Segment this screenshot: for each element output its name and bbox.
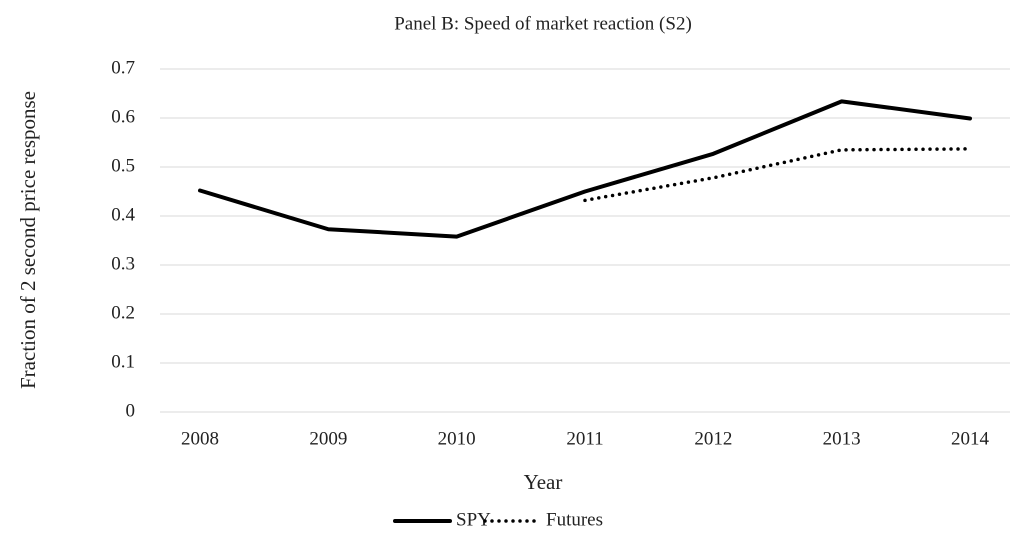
x-axis-label: Year: [524, 470, 563, 494]
legend-label: Futures: [546, 509, 603, 530]
x-tick-label: 2013: [823, 428, 861, 449]
x-tick-label: 2011: [566, 428, 603, 449]
y-tick-label: 0.4: [111, 204, 135, 225]
chart-title: Panel B: Speed of market reaction (S2): [394, 13, 692, 34]
y-tick-label: 0.6: [111, 106, 135, 127]
x-tick-label: 2010: [438, 428, 476, 449]
x-tick-label: 2009: [309, 428, 347, 449]
y-tick-label: 0.2: [111, 302, 135, 323]
line-series: [198, 99, 972, 239]
legend-label: SPY: [456, 509, 491, 530]
y-axis-label: Fraction of 2 second price response: [16, 91, 40, 389]
x-tick-label: 2008: [181, 428, 219, 449]
line-series: [583, 147, 972, 203]
y-tick-label: 0.3: [111, 253, 135, 274]
y-tick-label: 0.1: [111, 351, 135, 372]
x-tick-label: 2014: [951, 428, 990, 449]
y-tick-label: 0: [126, 400, 136, 421]
x-tick-label: 2012: [694, 428, 732, 449]
y-tick-label: 0.5: [111, 155, 135, 176]
y-tick-label: 0.7: [111, 57, 135, 78]
